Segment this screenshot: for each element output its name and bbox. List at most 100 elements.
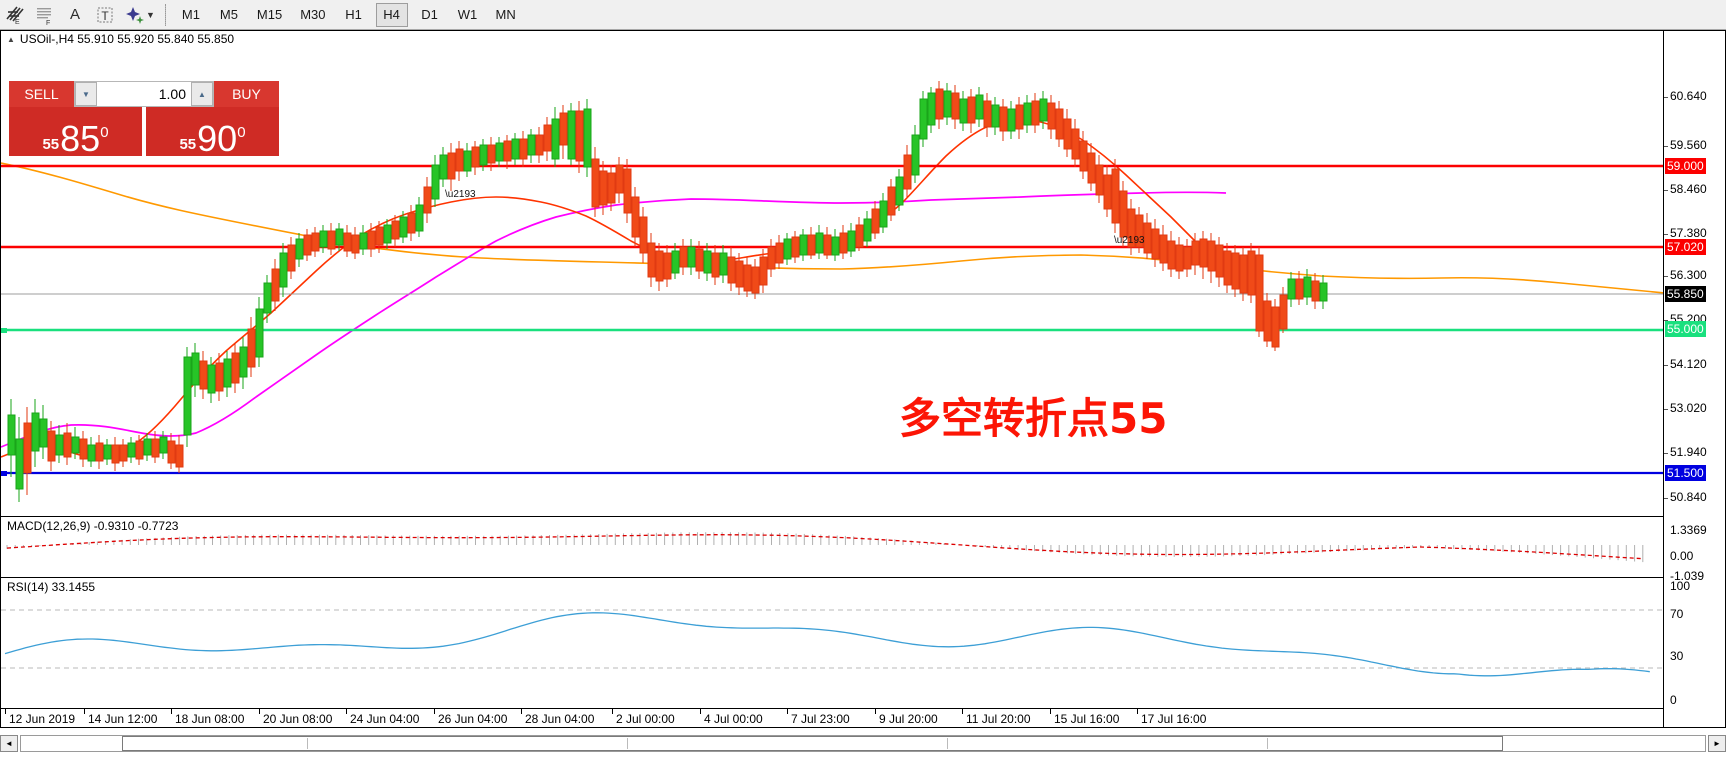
macd-signal-line — [6, 534, 1643, 560]
time-axis: 12 Jun 2019 14 Jun 12:00 18 Jun 08:00 20 Ju… — [1, 708, 1663, 728]
indicator-list-icon[interactable]: F — [31, 2, 59, 28]
sell-button[interactable]: SELL — [9, 81, 74, 107]
candlestick-series — [7, 81, 1328, 502]
time-axis-label: 24 Jun 04:00 — [350, 712, 420, 726]
scroll-left-button[interactable]: ◄ — [0, 734, 18, 752]
objects-icon[interactable] — [121, 2, 149, 28]
chart-object-markers: \u2193 \u2193 — [445, 189, 1145, 246]
buy-button[interactable]: BUY — [214, 81, 279, 107]
sell-price-whole: 55 — [42, 136, 60, 153]
main-toolbar: E F A T ▼ M1 M5 M15 M30 H1 H4 D1 W1 MN — [0, 0, 1726, 30]
time-axis-label: 14 Jun 12:00 — [88, 712, 158, 726]
price-tick — [1664, 276, 1668, 277]
ma-magenta — [1, 191, 1227, 448]
svg-text:\u2193: \u2193 — [445, 189, 476, 200]
expert-advisor-icon[interactable]: E — [1, 2, 29, 28]
price-badge-last-price[interactable]: 55.850 — [1665, 286, 1706, 302]
time-tick — [875, 709, 876, 714]
collapse-icon[interactable]: ▲ — [7, 34, 15, 44]
timeframe-m1[interactable]: M1 — [181, 7, 200, 22]
time-tick — [700, 709, 701, 714]
price-tick-label: 50.840 — [1670, 490, 1707, 504]
time-axis-label: 11 Jul 20:00 — [966, 712, 1031, 726]
timeframe-m15[interactable]: M15 — [256, 7, 283, 22]
time-tick — [171, 709, 172, 714]
time-tick — [5, 709, 6, 714]
time-axis-label: 9 Jul 20:00 — [879, 712, 938, 726]
scroll-right-button[interactable]: ► — [1708, 734, 1726, 752]
text-tool-icon[interactable]: A — [69, 6, 80, 23]
rsi-chart-svg — [1, 609, 1663, 677]
toolbar-separator — [164, 3, 166, 26]
sell-price-button[interactable]: 55 85 0 — [9, 107, 142, 156]
chart-window: ▲ USOil-,H4 55.910 55.920 55.840 55.850 — [0, 30, 1726, 728]
price-tick-label: 57.380 — [1670, 226, 1707, 240]
scrollbar-divider — [307, 737, 309, 749]
price-badge-support-51-5[interactable]: 51.500 — [1665, 465, 1706, 481]
objects-dropdown-caret[interactable]: ▼ — [146, 9, 155, 20]
one-click-trading-panel[interactable]: SELL ▼ 1.00 ▲ BUY 55 85 0 55 90 0 — [9, 81, 279, 156]
rsi-label: RSI(14) 33.1455 — [7, 580, 96, 594]
price-tick-label: 53.020 — [1670, 401, 1707, 415]
svg-text:T: T — [101, 9, 109, 23]
rsi-axis-label: 70 — [1670, 607, 1684, 621]
buy-price-whole: 55 — [179, 136, 197, 153]
text-label-icon[interactable]: T — [91, 2, 119, 28]
macd-pane[interactable]: MACD(12,26,9) -0.9310 -0.7723 — [1, 516, 1663, 576]
scrollbar-divider — [1267, 737, 1269, 749]
timeframe-m5[interactable]: M5 — [219, 7, 238, 22]
volume-field[interactable]: ▼ 1.00 ▲ — [74, 81, 214, 107]
timeframe-mn[interactable]: MN — [495, 7, 516, 22]
rsi-axis-label: 100 — [1670, 579, 1691, 593]
buy-price-pips: 90 — [197, 118, 238, 157]
time-axis-label: 4 Jul 00:00 — [704, 712, 763, 726]
time-tick — [1137, 709, 1138, 714]
svg-text:F: F — [46, 20, 50, 26]
scrollbar-thumb[interactable] — [122, 735, 1503, 751]
timeframe-h4[interactable]: H4 — [375, 2, 408, 27]
time-axis-label: 7 Jul 23:00 — [791, 712, 850, 726]
price-badge-resistance-59[interactable]: 59.000 — [1665, 158, 1706, 174]
macd-axis-label: -1.039 — [1670, 569, 1705, 583]
time-axis-label: 20 Jun 08:00 — [263, 712, 333, 726]
scrollbar-divider — [947, 737, 949, 749]
chart-annotation-text: 多空转折点55 — [899, 394, 1168, 443]
macd-chart-svg — [6, 532, 1644, 563]
timeframe-w1[interactable]: W1 — [457, 7, 478, 22]
time-axis-label: 2 Jul 00:00 — [616, 712, 675, 726]
rsi-pane[interactable]: RSI(14) 33.1455 — [1, 577, 1663, 707]
sell-price-pips: 85 — [60, 118, 101, 157]
rsi-axis-label: 0 — [1670, 693, 1677, 707]
timeframe-m30[interactable]: M30 — [300, 7, 326, 22]
timeframe-h1[interactable]: H1 — [345, 7, 362, 22]
price-tick — [1664, 190, 1668, 191]
macd-label: MACD(12,26,9) -0.9310 -0.7723 — [7, 519, 179, 533]
time-tick — [612, 709, 613, 714]
sell-price-fraction: 0 — [100, 124, 109, 141]
price-axis[interactable]: 60.640 59.560 58.460 57.380 56.300 55.200 54.1… — [1663, 31, 1725, 727]
price-badge-resistance-57[interactable]: 57.020 — [1665, 239, 1706, 255]
price-tick-label: 51.940 — [1670, 445, 1707, 459]
volume-decrease-button[interactable]: ▼ — [75, 82, 97, 106]
volume-input[interactable]: 1.00 — [158, 86, 186, 102]
price-badge-support-55[interactable]: 55.000 — [1665, 321, 1706, 337]
price-tick-label: 54.120 — [1670, 357, 1707, 371]
time-tick — [259, 709, 260, 714]
price-tick — [1664, 320, 1668, 321]
buy-price-button[interactable]: 55 90 0 — [146, 107, 279, 156]
scrollbar-track[interactable] — [20, 734, 1706, 752]
price-tick — [1664, 365, 1668, 366]
scrollbar-divider — [627, 737, 629, 749]
macd-histogram — [6, 532, 1644, 563]
ma-orange — [1, 162, 1663, 294]
price-chart-svg: \u2193 \u2193 — [1, 81, 1663, 502]
horizontal-scrollbar[interactable]: ◄ ► — [0, 728, 1726, 758]
time-tick — [434, 709, 435, 714]
price-tick — [1664, 498, 1668, 499]
time-axis-label: 17 Jul 16:00 — [1141, 712, 1207, 726]
price-tick-label: 59.560 — [1670, 138, 1707, 152]
chart-symbol-ohlc: USOil-,H4 55.910 55.920 55.840 55.850 — [19, 32, 235, 46]
timeframe-d1[interactable]: D1 — [421, 7, 438, 22]
volume-increase-button[interactable]: ▲ — [191, 82, 213, 106]
level-handle-55 — [1, 328, 7, 333]
